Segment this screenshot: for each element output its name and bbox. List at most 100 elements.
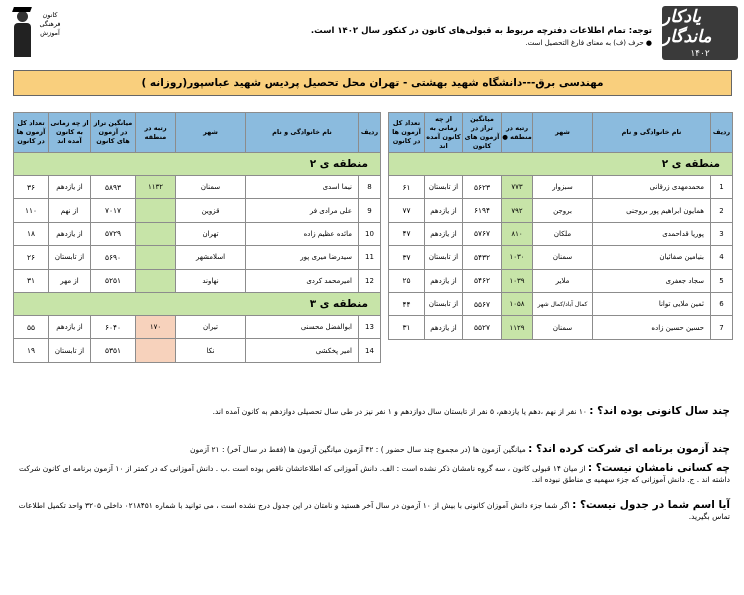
region-rank: ۱۰۵۸ bbox=[501, 291, 533, 317]
kanoon-logo-text: کانون فرهنگی آموزش bbox=[39, 11, 61, 37]
table-row: 5 سجاد جعفری ملایر ۱۰۳۹ ۵۴۶۲ از یازدهم ۲۵ bbox=[388, 268, 733, 293]
region-rank: ۱۰۳۹ bbox=[501, 268, 533, 293]
joined-since: از تابستان bbox=[424, 174, 463, 200]
kanoon-logo: کانون فرهنگی آموزش bbox=[8, 5, 66, 60]
average-score: ۶۱۹۴ bbox=[462, 198, 502, 223]
student-name: ابوالفضل محسنی bbox=[245, 314, 359, 340]
col-since: از چه زمانی به کانون آمده اند bbox=[48, 112, 91, 153]
row-index: 1 bbox=[710, 174, 733, 200]
table-row: 3 پوریا قداحمدی ملکان ۸۱۰ ۵۷۶۷ از یازدهم ۴۷ bbox=[388, 221, 733, 247]
table-row: 7 حسین حسین زاده سمنان ۱۱۲۹ ۵۵۲۷ از یازدهم ۳۱ bbox=[388, 315, 733, 340]
region-rank bbox=[135, 221, 176, 247]
results-table-right: ردیف نام خانوادگی و نام شهر رتبه در منطق… bbox=[388, 112, 733, 340]
qa-item: چند سال کانونی بوده اند؟ : ۱۰ نفر از نهم… bbox=[14, 406, 730, 417]
joined-since: از یازدهم bbox=[424, 221, 463, 247]
average-score: ۶۰۴۰ bbox=[90, 314, 136, 340]
student-city: اسلامشهر bbox=[175, 245, 246, 270]
region-row: منطقه ی ۲ bbox=[388, 152, 733, 176]
qa-question: چند سال کانونی بوده اند؟ : bbox=[589, 405, 730, 417]
region-rank: ۷۹۲ bbox=[501, 198, 533, 223]
average-score: ۵۴۳۲ bbox=[462, 245, 502, 270]
table-row: 11 سیدرضا میری پور اسلامشهر ۵۶۹۰ از تابستان ۲… bbox=[13, 245, 381, 270]
table-row: 6 ثمین ملایی توانا کمال آباد/کمال شهر ۱۰۵۸ ۵… bbox=[388, 291, 733, 317]
joined-since: از یازدهم bbox=[48, 314, 91, 340]
qa-answer: ۱۰ نفر از نهم ،دهم یا یازدهم، ۵ نفر از ت… bbox=[212, 407, 590, 416]
region-rank bbox=[135, 198, 176, 223]
col-name: نام خانوادگی و نام bbox=[245, 112, 359, 153]
joined-since: از تابستان bbox=[48, 245, 91, 270]
row-index: 14 bbox=[358, 338, 381, 363]
region-rank: ۱۰۳۰ bbox=[501, 245, 533, 270]
region-row: منطقه ی ۲ bbox=[13, 152, 381, 176]
col-rank: رتبه در منطقه bbox=[135, 112, 176, 153]
average-score: ۵۵۶۷ bbox=[462, 291, 502, 317]
row-index: 6 bbox=[710, 291, 733, 317]
col-name: نام خانوادگی و نام bbox=[592, 112, 711, 153]
col-avg: میانگین تراز در آزمون های کانون bbox=[462, 112, 502, 153]
region-label: منطقه ی ۳ bbox=[13, 291, 381, 316]
average-score: ۵۴۶۲ bbox=[462, 268, 502, 293]
region-rank: ۱۱۲۹ bbox=[501, 315, 533, 340]
exam-count: ۲۵ bbox=[388, 268, 425, 293]
qa-item: چه کسانی نامشان نیست؟ : از میان ۱۴ قبولی… bbox=[14, 463, 730, 485]
col-avg: میانگین تراز در آزمون های کانون bbox=[90, 112, 136, 153]
exam-count: ۳۶ bbox=[13, 174, 49, 200]
region-rank bbox=[135, 338, 176, 363]
brand-logo-title: یادکار ماندگار bbox=[662, 7, 712, 47]
qa-question: چه کسانی نامشان نیست؟ : bbox=[587, 462, 730, 474]
col-since: از چه زمانی به کانون آمده اند bbox=[424, 112, 463, 153]
joined-since: از نهم bbox=[48, 198, 91, 223]
results-table-left: ردیف نام خانوادگی و نام شهر رتبه در منطق… bbox=[13, 112, 381, 363]
brand-logo-year: ۱۴۰۲ bbox=[690, 49, 710, 59]
student-name: پوریا قداحمدی bbox=[592, 221, 711, 247]
qa-answer: اگر شما جزء دانش آموزان کانونی با بیش از… bbox=[18, 501, 730, 521]
table-header-row: ردیف نام خانوادگی و نام شهر رتبه در منطق… bbox=[13, 112, 381, 153]
row-index: 7 bbox=[710, 315, 733, 340]
exam-count: ۵۵ bbox=[13, 314, 49, 340]
notice-line: توجه: تمام اطلاعات دفترچه مربوط به قبولی… bbox=[310, 26, 652, 36]
qa-item: آیا اسم شما در جدول نیست؟ : اگر شما جزء … bbox=[14, 500, 730, 522]
student-city: تیران bbox=[175, 314, 246, 340]
student-name: ثمین ملایی توانا bbox=[592, 291, 711, 317]
student-city: قزوین bbox=[175, 198, 246, 223]
row-index: 11 bbox=[358, 245, 381, 270]
qa-question: آیا اسم شما در جدول نیست؟ : bbox=[572, 499, 730, 511]
col-count: تعداد کل آزمون ها در کانون bbox=[388, 112, 425, 153]
student-name: بنیامین صفائیان bbox=[592, 245, 711, 270]
table-row: 12 امیرمحمد کردی نهاوند ۵۲۵۱ از مهر ۳۱ bbox=[13, 268, 381, 293]
region-row: منطقه ی ۳ bbox=[13, 291, 381, 316]
average-score: ۵۳۵۱ bbox=[90, 338, 136, 363]
average-score: ۵۷۲۹ bbox=[90, 221, 136, 247]
exam-count: ۱۸ bbox=[13, 221, 49, 247]
col-city: شهر bbox=[175, 112, 246, 153]
col-row: ردیف bbox=[358, 112, 381, 153]
notice-footnote: ● حرف (ف) به معنای فارغ التحصیل است. bbox=[525, 39, 652, 47]
exam-count: ۱۱۰ bbox=[13, 198, 49, 223]
col-rank: رتبه در منطقه ● bbox=[501, 112, 533, 153]
student-name: مائده عظیم زاده bbox=[245, 221, 359, 247]
table-header-row: ردیف نام خانوادگی و نام شهر رتبه در منطق… bbox=[388, 112, 733, 153]
student-city: بروجن bbox=[532, 198, 593, 223]
page-title: مهندسی برق---دانشگاه شهید بهشتی - تهران … bbox=[13, 70, 732, 96]
row-index: 10 bbox=[358, 221, 381, 247]
table-row: 9 علی مرادی فر قزوین ۷۰۱۷ از نهم ۱۱۰ bbox=[13, 198, 381, 223]
student-name: نیما اسدی bbox=[245, 174, 359, 200]
student-name: علی مرادی فر bbox=[245, 198, 359, 223]
table-row: 8 نیما اسدی سمنان ۱۱۳۲ ۵۸۹۳ از یازدهم ۳۶ bbox=[13, 174, 381, 200]
col-count: تعداد کل آزمون ها در کانون bbox=[13, 112, 49, 153]
row-index: 3 bbox=[710, 221, 733, 247]
average-score: ۵۶۹۰ bbox=[90, 245, 136, 270]
average-score: ۵۵۲۷ bbox=[462, 315, 502, 340]
joined-since: از یازدهم bbox=[424, 198, 463, 223]
qa-item: چند آزمون برنامه ای شرکت کرده اند؟ : میا… bbox=[14, 444, 730, 455]
student-name: امیر پخکشی bbox=[245, 338, 359, 363]
table-row: 2 همایون ابراهیم پور بروجنی بروجن ۷۹۲ ۶۱۹۴ از… bbox=[388, 198, 733, 223]
table-row: 14 امیر پخکشی نکا ۵۳۵۱ از تابستان ۱۹ bbox=[13, 338, 381, 363]
student-city: سمنان bbox=[532, 245, 593, 270]
region-rank: ۱۱۳۲ bbox=[135, 174, 176, 200]
region-rank: ۷۷۳ bbox=[501, 174, 533, 200]
region-label: منطقه ی ۲ bbox=[388, 152, 733, 176]
student-city: ملایر bbox=[532, 268, 593, 293]
exam-count: ۴۷ bbox=[388, 221, 425, 247]
average-score: ۵۸۹۳ bbox=[90, 174, 136, 200]
